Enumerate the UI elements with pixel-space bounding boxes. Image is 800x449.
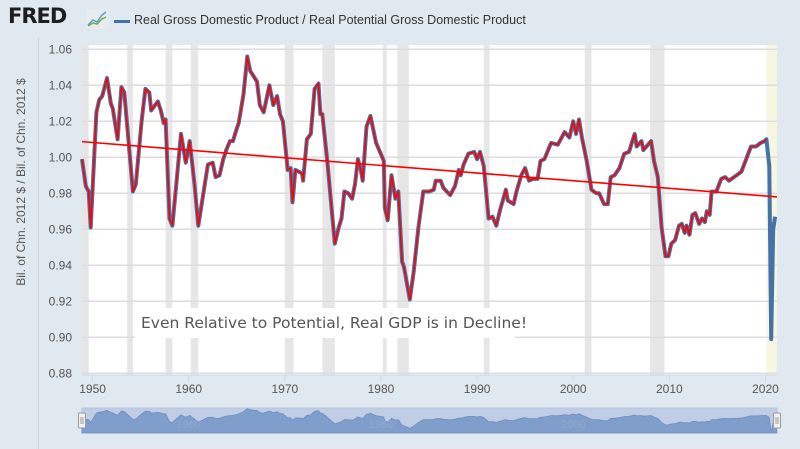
x-tick-label: 1980	[368, 382, 395, 396]
header: FRED Real Gross Domestic Product / Real …	[0, 0, 800, 38]
y-tick-label: 0.96	[49, 222, 73, 236]
fred-logo[interactable]: FRED	[8, 4, 67, 28]
navigator-label: 2000	[561, 419, 585, 431]
x-tick-label: 1950	[79, 382, 106, 396]
navigator[interactable]: 1960 1980 2000	[78, 407, 781, 434]
panel-divider	[38, 38, 39, 449]
navigator-label: 1960	[176, 419, 200, 431]
series-lines	[80, 54, 778, 342]
x-tick-label: 2020	[752, 382, 779, 396]
x-tick-label: 1990	[464, 382, 491, 396]
navigator-handle-left[interactable]	[78, 412, 86, 429]
y-tick-label: 0.94	[49, 258, 73, 272]
x-tick-label: 1960	[175, 382, 202, 396]
chart-annotation: Even Relative to Potential, Real GDP is …	[135, 308, 527, 338]
recession-band	[190, 45, 199, 375]
navigator-handle-right[interactable]	[773, 412, 781, 429]
y-tick-label: 0.90	[49, 330, 73, 344]
trend-line	[81, 140, 778, 198]
legend-swatch	[114, 20, 130, 23]
navigator-area	[81, 408, 778, 434]
navigator-label: 1980	[369, 419, 393, 431]
red-trace-line	[81, 55, 767, 301]
legend-label[interactable]: Real Gross Domestic Product / Real Poten…	[134, 13, 526, 27]
recession-band	[82, 45, 89, 375]
recession-band	[127, 45, 133, 375]
x-tick-label: 2010	[656, 382, 683, 396]
fred-graph-icon	[86, 9, 108, 29]
recession-band	[284, 45, 294, 375]
recession-band	[584, 45, 592, 375]
x-tick-label: 2000	[560, 382, 587, 396]
y-tick-label: 1.06	[49, 42, 73, 56]
y-tick-label: 0.88	[49, 366, 73, 380]
y-tick-label: 1.00	[49, 150, 73, 164]
y-ticks: 0.88 0.90 0.92 0.94 0.96 0.98 1.00 1.02 1.04 1.06	[49, 42, 73, 380]
y-tick-label: 0.92	[49, 294, 73, 308]
y-tick-label: 1.04	[49, 78, 73, 92]
y-tick-label: 1.02	[49, 114, 73, 128]
recession-band	[650, 45, 665, 375]
y-tick-label: 0.98	[49, 186, 73, 200]
recession-band	[397, 45, 409, 375]
x-ticks: 1950 1960 1970 1980 1990 2000 2010 2020	[79, 374, 779, 396]
x-tick-label: 1970	[271, 382, 298, 396]
